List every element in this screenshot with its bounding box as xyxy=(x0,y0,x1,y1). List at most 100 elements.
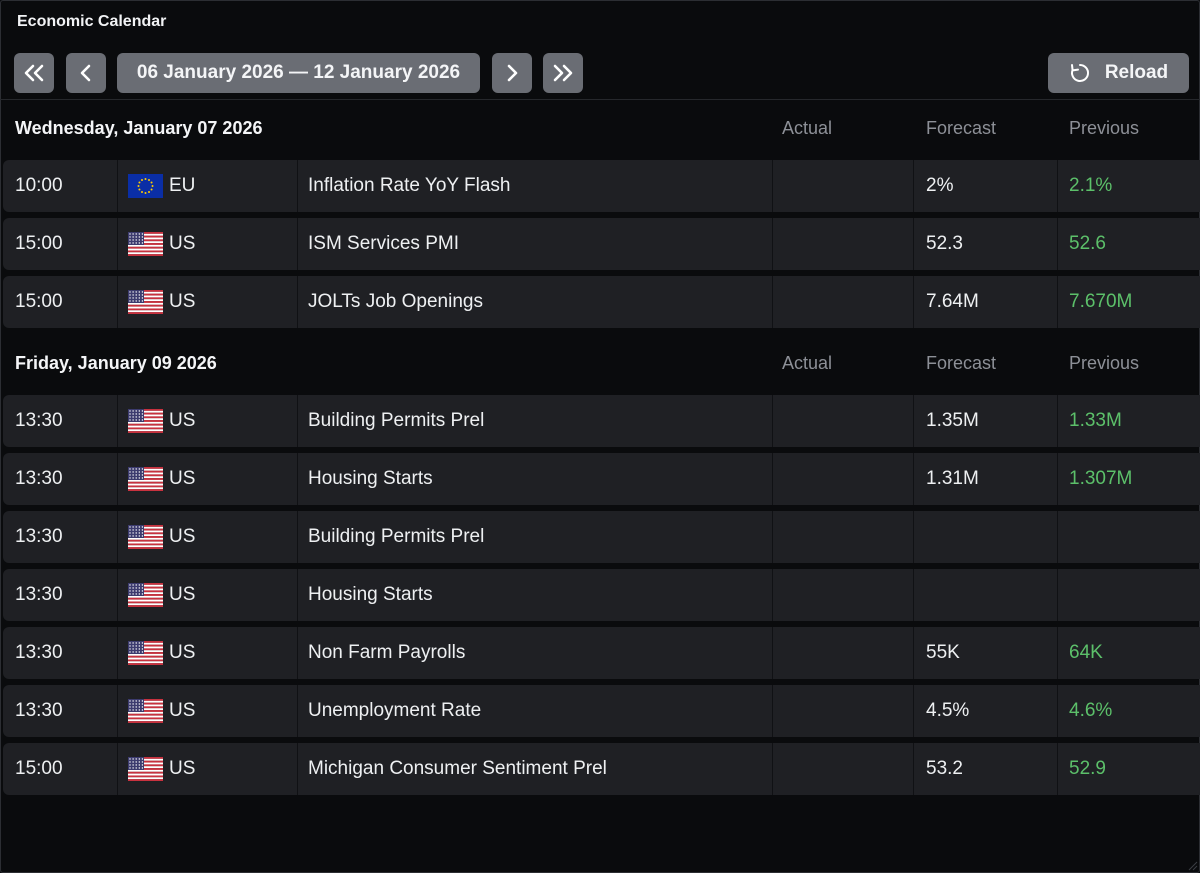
us-flag-icon xyxy=(128,232,163,256)
us-flag-icon xyxy=(128,757,163,781)
column-divider xyxy=(117,511,118,563)
column-divider xyxy=(1057,743,1058,795)
event-row[interactable]: 13:30 US Non Farm Payrolls 55K 64K xyxy=(3,627,1200,679)
column-divider xyxy=(913,511,914,563)
first-week-button[interactable] xyxy=(14,53,54,93)
column-header-previous: Previous xyxy=(1069,353,1140,373)
event-time: 13:30 xyxy=(15,526,63,547)
event-previous: 64K xyxy=(1069,642,1103,663)
column-divider xyxy=(297,627,298,679)
event-time: 13:30 xyxy=(15,410,63,431)
event-row[interactable]: 13:30 US Building Permits Prel xyxy=(3,511,1200,563)
event-actual xyxy=(783,276,913,328)
event-actual xyxy=(783,685,913,737)
column-divider xyxy=(913,160,914,212)
column-header-previous: Previous xyxy=(1069,118,1140,138)
event-forecast: 7.64M xyxy=(926,291,979,312)
column-header-forecast: Forecast xyxy=(926,118,997,138)
event-row[interactable]: 13:30 US Unemployment Rate 4.5% 4.6% xyxy=(3,685,1200,737)
column-divider xyxy=(117,395,118,447)
country-code: US xyxy=(169,468,196,489)
column-divider xyxy=(117,453,118,505)
event-actual xyxy=(783,511,913,563)
event-row[interactable]: 15:00 US JOLTs Job Openings 7.64M 7.670M xyxy=(3,276,1200,328)
event-forecast: 53.2 xyxy=(926,758,963,779)
event-time: 15:00 xyxy=(15,233,63,254)
column-divider xyxy=(297,685,298,737)
event-previous: 7.670M xyxy=(1069,291,1133,312)
column-divider xyxy=(772,743,773,795)
reload-button[interactable]: Reload xyxy=(1048,53,1189,93)
event-row[interactable]: 13:30 US Building Permits Prel 1.35M 1.33M xyxy=(3,395,1200,447)
chevron-right-icon xyxy=(507,64,518,82)
event-row[interactable]: 10:00 EU Inflation Rate YoY Flash 2% 2.1% xyxy=(3,160,1200,212)
double-chevron-right-icon xyxy=(553,64,573,82)
column-divider xyxy=(117,218,118,270)
day-title: Friday, January 09 2026 xyxy=(15,353,217,373)
event-forecast: 1.35M xyxy=(926,410,979,431)
date-range-label: 06 January 2026 — 12 January 2026 xyxy=(136,62,461,83)
event-country: US xyxy=(128,511,298,563)
event-previous: 2.1% xyxy=(1069,175,1113,196)
column-divider xyxy=(772,511,773,563)
event-previous: 1.33M xyxy=(1069,410,1122,431)
previous-week-button[interactable] xyxy=(66,53,106,93)
event-previous xyxy=(1069,569,1194,621)
column-divider xyxy=(1057,569,1058,621)
us-flag-icon xyxy=(128,641,163,665)
column-divider xyxy=(1057,218,1058,270)
next-week-button[interactable] xyxy=(492,53,532,93)
event-name: Michigan Consumer Sentiment Prel xyxy=(308,758,607,779)
column-divider xyxy=(913,276,914,328)
column-divider xyxy=(297,276,298,328)
event-time: 13:30 xyxy=(15,642,63,663)
event-actual xyxy=(783,743,913,795)
column-divider xyxy=(772,160,773,212)
event-row[interactable]: 15:00 US Michigan Consumer Sentiment Prel 5… xyxy=(3,743,1200,795)
event-forecast: 4.5% xyxy=(926,700,970,721)
column-divider xyxy=(1057,627,1058,679)
reload-label: Reload xyxy=(1104,62,1169,83)
column-divider xyxy=(297,511,298,563)
country-code: US xyxy=(169,642,196,663)
event-actual xyxy=(783,627,913,679)
event-name: Building Permits Prel xyxy=(308,526,485,547)
event-time: 13:30 xyxy=(15,468,63,489)
country-code: US xyxy=(169,291,196,312)
event-forecast xyxy=(926,569,1056,621)
country-code: EU xyxy=(169,175,196,196)
event-row[interactable]: 13:30 US Housing Starts xyxy=(3,569,1200,621)
toolbar: 06 January 2026 — 12 January 2026 Reload xyxy=(0,53,1200,93)
event-row[interactable]: 13:30 US Housing Starts 1.31M 1.307M xyxy=(3,453,1200,505)
column-divider xyxy=(772,276,773,328)
column-divider xyxy=(772,218,773,270)
event-name: Housing Starts xyxy=(308,584,433,605)
column-divider xyxy=(117,569,118,621)
date-range-button[interactable]: 06 January 2026 — 12 January 2026 xyxy=(117,53,480,93)
event-actual xyxy=(783,218,913,270)
event-country: US xyxy=(128,453,298,505)
event-time: 13:30 xyxy=(15,700,63,721)
column-divider xyxy=(297,569,298,621)
event-country: US xyxy=(128,569,298,621)
event-name: Non Farm Payrolls xyxy=(308,642,466,663)
column-divider xyxy=(913,743,914,795)
last-week-button[interactable] xyxy=(543,53,583,93)
us-flag-icon xyxy=(128,525,163,549)
event-name: Inflation Rate YoY Flash xyxy=(308,175,511,196)
event-row[interactable]: 15:00 US ISM Services PMI 52.3 52.6 xyxy=(3,218,1200,270)
event-name: Housing Starts xyxy=(308,468,433,489)
event-previous: 4.6% xyxy=(1069,700,1113,721)
column-divider xyxy=(772,685,773,737)
resize-grip-icon[interactable] xyxy=(1186,859,1198,871)
column-divider xyxy=(913,453,914,505)
country-code: US xyxy=(169,526,196,547)
column-header-actual: Actual xyxy=(782,353,833,373)
column-divider xyxy=(772,627,773,679)
double-chevron-left-icon xyxy=(24,64,44,82)
country-code: US xyxy=(169,700,196,721)
column-divider xyxy=(117,685,118,737)
event-name: Unemployment Rate xyxy=(308,700,482,721)
reload-icon xyxy=(1070,64,1089,82)
toolbar-divider xyxy=(0,99,1200,100)
